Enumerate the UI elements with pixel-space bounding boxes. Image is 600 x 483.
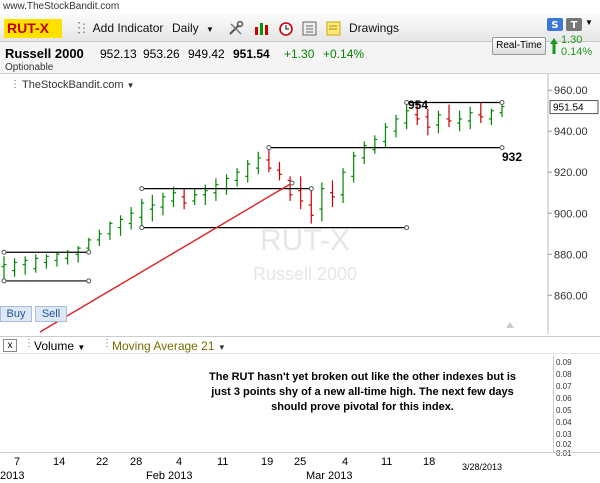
volume-label[interactable]: Volume ▼ — [34, 339, 86, 353]
sell-button[interactable]: Sell — [35, 306, 67, 322]
open-value: 952.13 — [100, 47, 137, 61]
y-tick-label: 920.00 — [554, 167, 588, 179]
chevron-down-icon[interactable]: ▼ — [585, 18, 593, 27]
y-tick-label: 960.00 — [554, 85, 588, 97]
annotation-note: The RUT hasn't yet broken out like the o… — [209, 371, 516, 413]
text-t-icon[interactable]: T — [566, 17, 582, 32]
grip-icon: ⋮ — [78, 21, 90, 35]
side-change-pct: 0.14% — [561, 46, 593, 58]
y-tick-label: 880.00 — [554, 249, 588, 261]
y-tick-label: 860.00 — [554, 290, 588, 302]
chevron-down-icon: ▼ — [77, 343, 86, 352]
resistance-line-954-handle — [404, 100, 410, 106]
volume-pane-header: x ⋮ Volume ▼ ⋮ Moving Average 21 ▼ — [0, 336, 600, 354]
interval-select[interactable]: Daily ▼ — [172, 21, 214, 35]
add-indicator-button[interactable]: ⋮ Add Indicator — [78, 21, 164, 35]
realtime-button[interactable]: Real-Time — [492, 37, 546, 55]
annotation-954: 954 — [408, 98, 428, 112]
watermark-symbol: RUT-X — [260, 224, 350, 257]
range-line-bottom-handle — [86, 278, 92, 284]
chevron-down-icon: ▼ — [217, 343, 226, 352]
indicator-label[interactable]: Moving Average 21 ▼ — [112, 339, 226, 353]
change-value: +1.30 — [284, 47, 315, 61]
price-chart-svg: RUT-X Russell 2000 954 932 960.00 940.00 920… — [1, 74, 599, 334]
bar-chart-icon[interactable] — [254, 21, 270, 36]
trend-line — [39, 182, 293, 333]
symbol-box[interactable]: RUT-X — [4, 19, 62, 38]
y-tick-label: 940.00 — [554, 126, 588, 138]
grip-icon: ⋮ — [102, 338, 112, 349]
dropdown-grip-icon: ⋮ — [72, 19, 86, 35]
range-line-top-handle — [86, 249, 92, 255]
chevron-down-icon: ▼ — [126, 81, 135, 90]
last-price-box — [549, 100, 599, 115]
alarm-clock-icon[interactable] — [278, 21, 294, 36]
site-url: www.TheStockBandit.com — [3, 1, 120, 12]
range-line-bottom-handle — [139, 225, 145, 231]
sticky-note-icon[interactable] — [326, 21, 342, 36]
change-pct-value: +0.14% — [323, 47, 365, 61]
source-label[interactable]: TheStockBandit.com ▼ — [22, 79, 135, 91]
svg-text:T: T — [571, 20, 578, 31]
calculator-icon[interactable] — [302, 21, 318, 36]
annotation-932: 932 — [502, 150, 522, 164]
close-icon[interactable]: x — [3, 339, 17, 352]
volume-axis-line — [553, 355, 554, 452]
last-price-label: 951.54 — [553, 103, 584, 114]
side-change: 1.30 — [561, 34, 583, 46]
optionable-label: Optionable — [5, 62, 54, 73]
arrow-up-icon — [550, 38, 558, 54]
grip-icon: ⋮ — [24, 338, 34, 349]
range-line-top-handle — [1, 249, 7, 255]
tools-icon[interactable] — [228, 21, 244, 36]
support-line-932-handle — [499, 145, 505, 151]
x-axis: 7 14 22 28 4 11 19 25 4 11 18 3/28/2013 … — [0, 452, 600, 483]
skype-s-icon[interactable]: S — [547, 17, 563, 32]
y-tick-label: 900.00 — [554, 208, 588, 220]
drawings-button[interactable]: Drawings — [349, 21, 400, 35]
buy-button[interactable]: Buy — [0, 306, 32, 322]
range-line-top-handle — [308, 186, 314, 192]
resistance-line-954-handle — [499, 100, 505, 106]
scroll-up-icon — [506, 322, 514, 328]
range-line-bottom-handle — [404, 225, 410, 231]
toolbar: RUT-X ⋮ ⋮ Add Indicator Daily ▼ Drawings… — [0, 14, 600, 42]
range-line-top-handle — [139, 186, 145, 192]
high-value: 953.26 — [143, 47, 180, 61]
low-value: 949.42 — [188, 47, 225, 61]
trend-line-handle — [289, 180, 295, 186]
watermark-name: Russell 2000 — [253, 264, 357, 284]
chevron-down-icon: ▼ — [206, 25, 214, 34]
support-line-932-handle — [266, 145, 272, 151]
last-value: 951.54 — [233, 47, 270, 61]
index-name: Russell 2000 — [5, 46, 84, 61]
price-chart[interactable]: RUT-X Russell 2000 954 932 960.00 940.00 920… — [0, 74, 600, 334]
svg-text:S: S — [551, 20, 558, 31]
range-line-bottom-handle — [1, 278, 7, 284]
grip-icon: ⋮ — [10, 79, 20, 90]
